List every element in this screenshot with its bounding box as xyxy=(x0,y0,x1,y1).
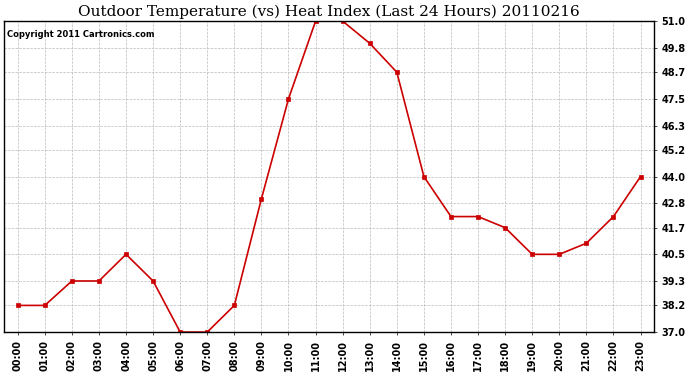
Title: Outdoor Temperature (vs) Heat Index (Last 24 Hours) 20110216: Outdoor Temperature (vs) Heat Index (Las… xyxy=(78,4,580,18)
Text: Copyright 2011 Cartronics.com: Copyright 2011 Cartronics.com xyxy=(8,30,155,39)
